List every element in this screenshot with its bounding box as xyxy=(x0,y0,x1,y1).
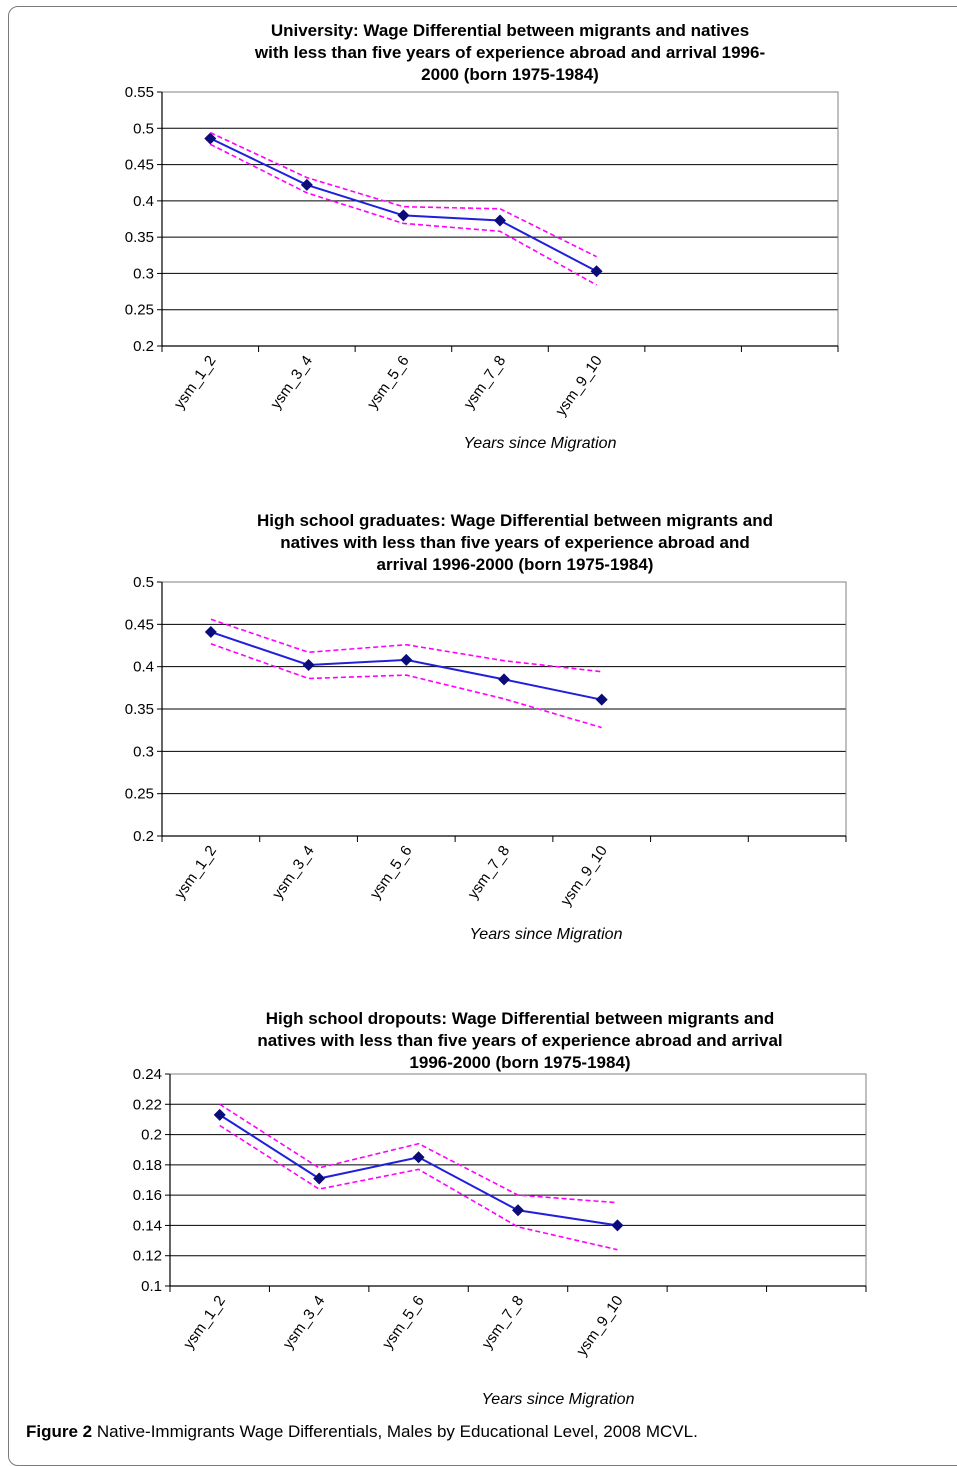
y-tick-label: 0.3 xyxy=(133,265,154,282)
figure-number: Figure 2 xyxy=(26,1422,93,1441)
data-point-marker xyxy=(213,1108,226,1121)
y-tick-label: 0.3 xyxy=(133,743,154,760)
data-point-marker xyxy=(313,1172,326,1185)
x-category-label: ysm_3_4 xyxy=(269,843,318,903)
y-tick-label: 0.5 xyxy=(133,120,154,137)
y-tick-label: 0.22 xyxy=(133,1096,162,1113)
x-category-label: ysm_5_6 xyxy=(367,843,416,903)
y-tick-label: 0.2 xyxy=(133,338,154,355)
data-point-marker xyxy=(595,693,608,706)
x-category-label: ysm_7_8 xyxy=(478,1293,527,1353)
y-tick-label: 0.35 xyxy=(125,701,154,718)
data-point-marker xyxy=(400,653,413,666)
x-category-label: ysm_1_2 xyxy=(180,1293,229,1353)
x-category-label: ysm_5_6 xyxy=(364,353,413,413)
x-axis-title: Years since Migration xyxy=(482,1391,635,1408)
figure-caption-text: Native-Immigrants Wage Differentials, Ma… xyxy=(96,1422,698,1441)
y-tick-label: 0.35 xyxy=(125,229,154,246)
data-point-marker xyxy=(590,265,603,278)
y-tick-label: 0.18 xyxy=(133,1157,162,1174)
data-point-marker xyxy=(494,214,506,227)
x-category-label: ysm_3_4 xyxy=(280,1293,329,1353)
chart-high-school-graduates: High school graduates: Wage Differential… xyxy=(0,490,957,960)
y-tick-label: 0.1 xyxy=(141,1278,162,1295)
x-category-label: ysm_9_10 xyxy=(557,843,611,909)
data-point-marker xyxy=(412,1151,425,1164)
plot-area-border xyxy=(169,1073,867,1287)
chart-high-school-dropouts: High school dropouts: Wage Differential … xyxy=(0,988,957,1418)
chart-university: University: Wage Differential between mi… xyxy=(0,0,957,470)
series-line-upper-bound xyxy=(209,131,597,258)
y-tick-label: 0.55 xyxy=(125,84,154,101)
x-category-label: ysm_9_10 xyxy=(552,353,606,419)
y-tick-label: 0.4 xyxy=(133,659,154,676)
y-tick-label: 0.14 xyxy=(133,1217,162,1234)
series-line-lower-bound xyxy=(219,1124,618,1251)
x-category-label: ysm_3_4 xyxy=(267,353,316,413)
figure-caption: Figure 2 Native-Immigrants Wage Differen… xyxy=(26,1422,698,1442)
series-line-lower-bound xyxy=(209,143,597,286)
y-tick-label: 0.2 xyxy=(141,1127,162,1144)
data-point-marker xyxy=(611,1219,624,1232)
y-tick-label: 0.12 xyxy=(133,1248,162,1265)
y-tick-label: 0.25 xyxy=(125,302,154,319)
y-tick-label: 0.45 xyxy=(125,157,154,174)
y-tick-label: 0.2 xyxy=(133,828,154,845)
y-tick-label: 0.4 xyxy=(133,193,154,210)
data-point-marker xyxy=(204,625,217,638)
data-point-marker xyxy=(397,209,410,222)
x-axis-title: Years since Migration xyxy=(464,435,617,452)
x-axis-title: Years since Migration xyxy=(470,926,623,943)
chart-title: University: Wage Differential between mi… xyxy=(254,21,766,84)
x-category-label: ysm_1_2 xyxy=(171,353,220,413)
chart-svg: 0.2 0.25 0.3 0.35 0.4 0.45 0.5 ysm_1_2 ysm_3_4 ys… xyxy=(125,574,847,943)
y-tick-label: 0.16 xyxy=(133,1187,162,1204)
data-point-marker xyxy=(302,658,315,671)
series-line-upper-bound xyxy=(219,1103,618,1204)
x-category-label: ysm_5_6 xyxy=(379,1293,428,1353)
series-line-upper-bound xyxy=(210,618,602,673)
x-category-label: ysm_7_8 xyxy=(464,843,513,903)
x-category-label: ysm_7_8 xyxy=(460,353,509,413)
chart-title: High school graduates: Wage Differential… xyxy=(256,511,774,574)
chart-svg: 0.1 0.12 0.14 0.16 0.18 0.2 0.22 0.24 ysm_1_2 ysm… xyxy=(133,1066,867,1408)
series-line-lower-bound xyxy=(210,643,602,729)
chart-title: High school dropouts: Wage Differential … xyxy=(257,1009,783,1072)
y-tick-label: 0.45 xyxy=(125,616,154,633)
x-category-label: ysm_9_10 xyxy=(573,1293,627,1359)
data-point-marker xyxy=(512,1204,524,1217)
chart-svg: 0.2 0.25 0.3 0.35 0.4 0.45 0.5 0.55 ysm_1_2 ysm_3… xyxy=(125,84,839,452)
x-category-label: ysm_1_2 xyxy=(171,843,220,903)
series-line-estimate xyxy=(209,137,598,273)
y-tick-label: 0.5 xyxy=(133,574,154,591)
y-tick-label: 0.25 xyxy=(125,786,154,803)
data-point-marker xyxy=(498,673,510,686)
y-tick-label: 0.24 xyxy=(133,1066,162,1083)
data-point-marker xyxy=(300,178,313,191)
data-point-marker xyxy=(204,132,217,145)
